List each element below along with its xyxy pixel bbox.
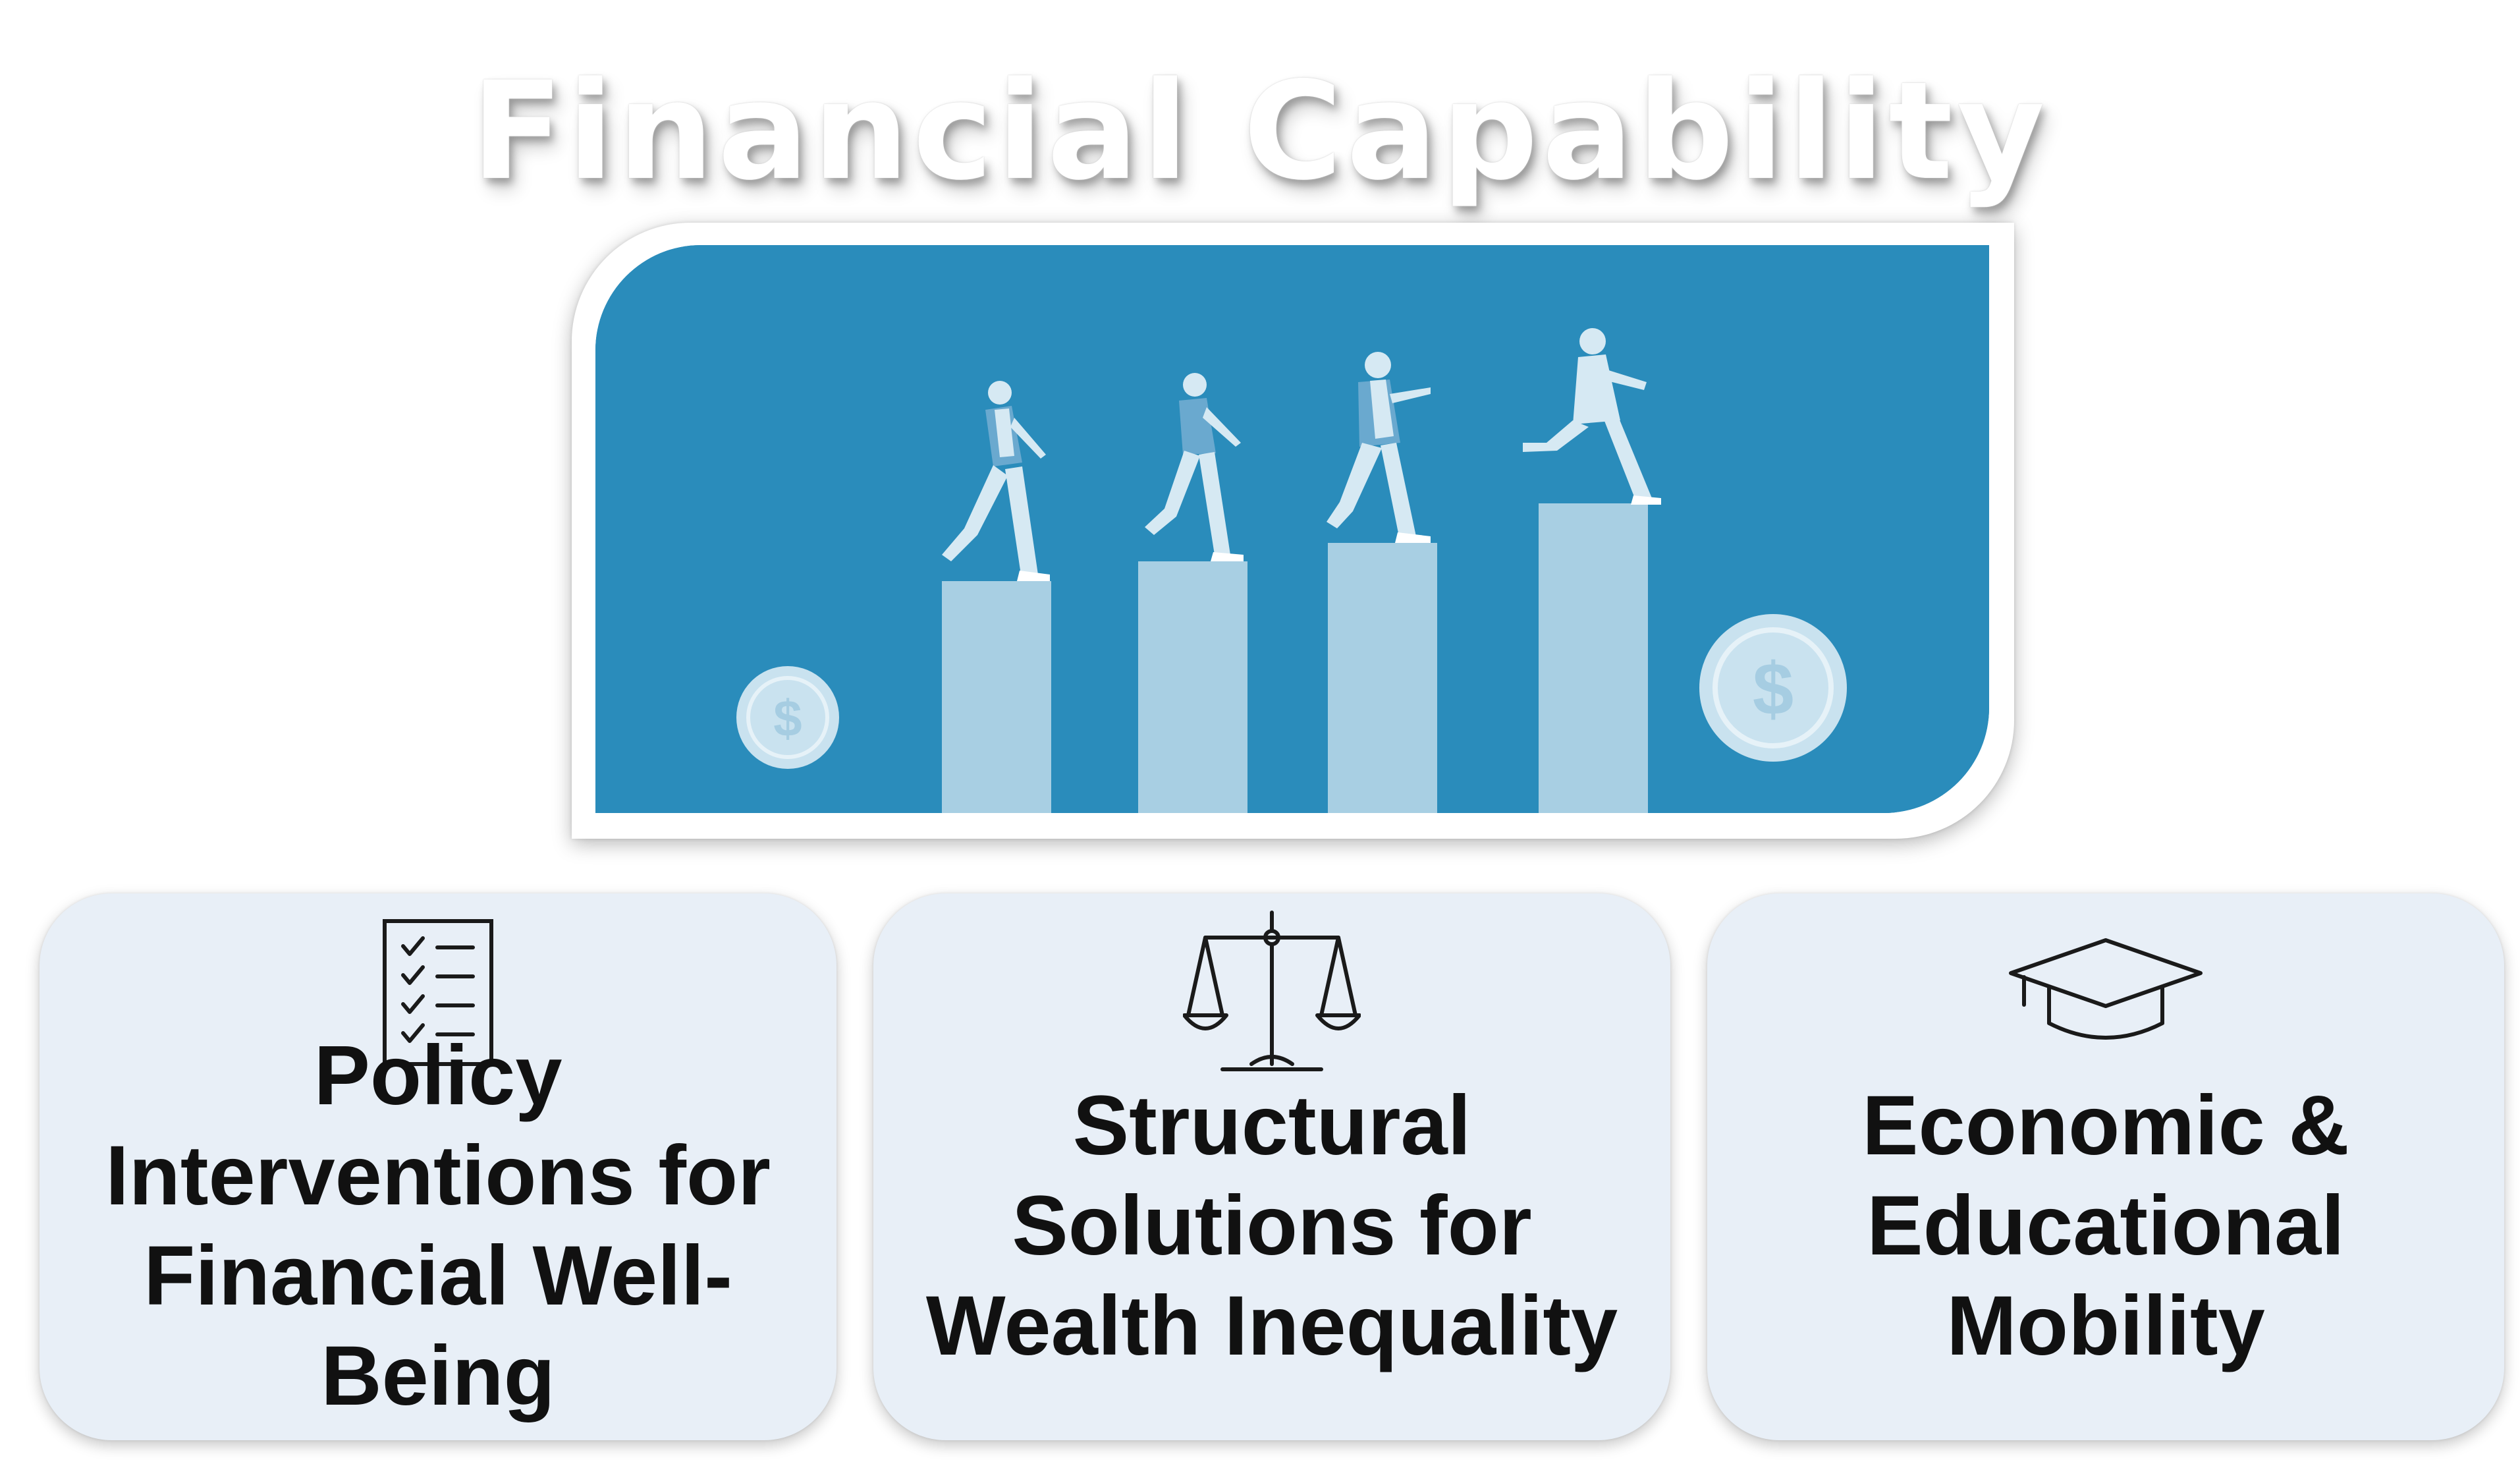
- running-person-4-icon: [1523, 328, 1661, 505]
- bar-step-3: [1328, 543, 1437, 813]
- balance-scale-icon: [873, 907, 1670, 1078]
- walking-person-1-icon: [942, 381, 1050, 581]
- bar-step-2: [1138, 561, 1247, 813]
- graduation-cap-icon: [1707, 907, 2504, 1078]
- svg-text:$: $: [1753, 648, 1794, 730]
- svg-text:$: $: [773, 689, 802, 747]
- card-label: Economic & Educational Mobility: [1862, 1079, 2349, 1373]
- card-structural-solutions: Structural Solutions for Wealth Inequali…: [873, 893, 1670, 1440]
- card-economic-mobility: Economic & Educational Mobility: [1707, 893, 2504, 1440]
- coin-small-icon: $: [736, 666, 839, 769]
- card-label: Structural Solutions for Wealth Inequali…: [925, 1079, 1618, 1373]
- hero-illustration: $ $: [595, 245, 1989, 813]
- walking-person-3-icon: [1327, 352, 1431, 543]
- card-policy-interventions: Policy Interventions for Financial Well-…: [40, 893, 836, 1440]
- page-title: Financial Capability: [471, 53, 2049, 210]
- bar-step-4: [1539, 503, 1648, 813]
- walking-person-2-icon: [1145, 373, 1244, 561]
- checklist-icon: [40, 907, 836, 1078]
- bar-step-1: [942, 581, 1051, 813]
- card-label: Policy Interventions for Financial Well-…: [105, 1028, 771, 1423]
- coin-large-icon: $: [1699, 614, 1847, 762]
